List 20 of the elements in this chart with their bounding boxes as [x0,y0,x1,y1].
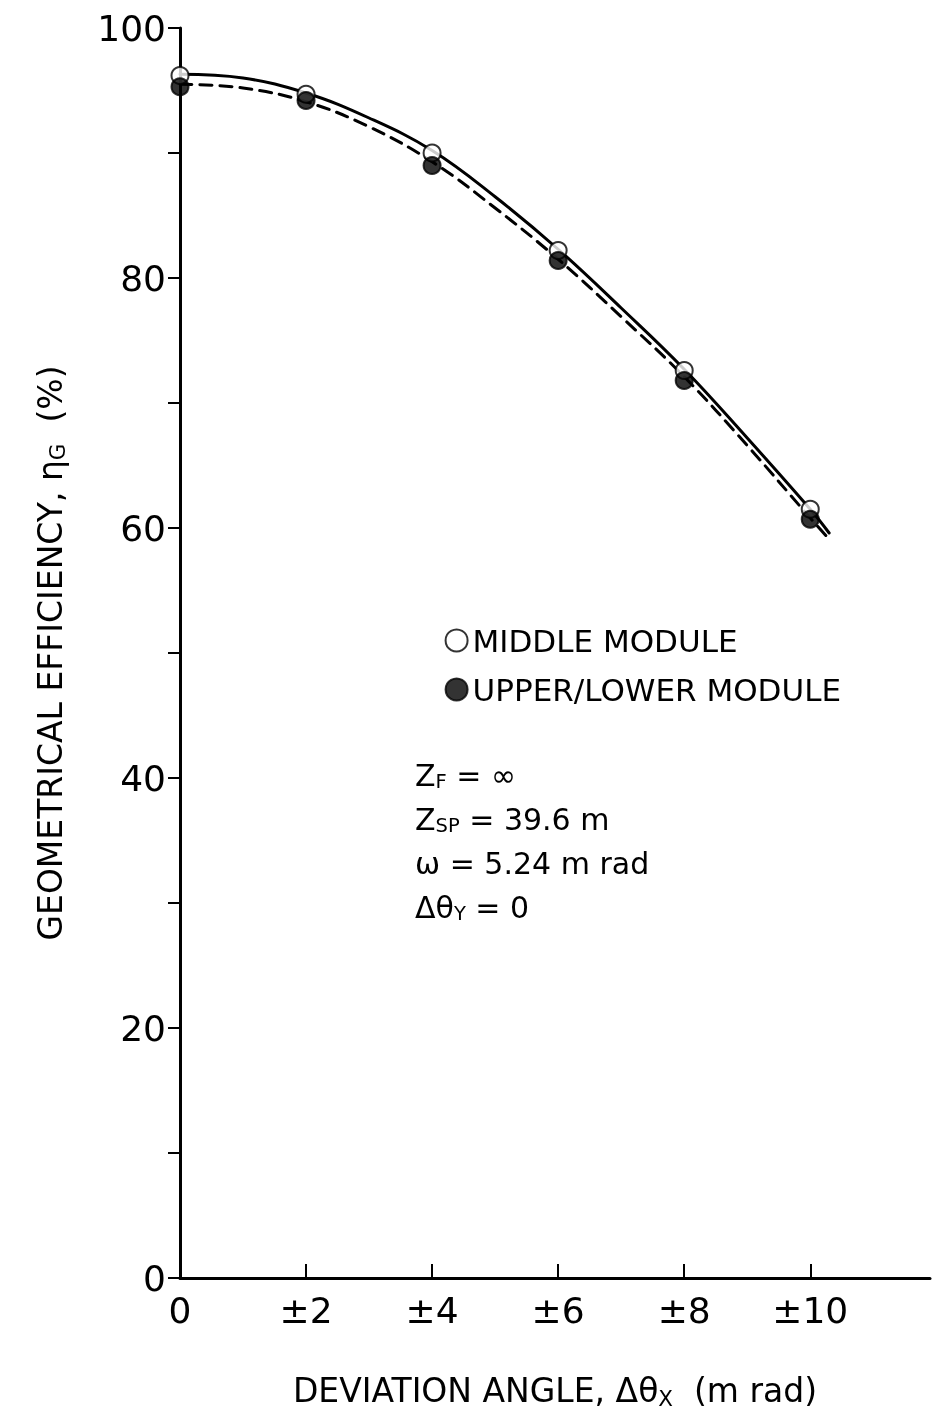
annotation: ω = 5.24 m rad [415,845,650,881]
x-tick-label: ±6 [531,1289,585,1331]
annotation: ZSP = 39.6 m [415,801,610,838]
y-tick-label: 100 [97,7,166,49]
annotation: ΔθY = 0 [415,889,530,926]
x-tick-label: ±2 [279,1289,333,1331]
x-axis-title: DEVIATION ANGLE, ΔθX (m rad) [292,1371,818,1411]
x-tick-label: ±8 [657,1289,711,1331]
legend-label: MIDDLE MODULE [472,622,738,659]
x-tick-label: ±10 [772,1289,849,1331]
y-axis-title: GEOMETRICAL EFFICIENCY, ηG (%) [30,365,70,941]
y-tick-label: 20 [120,1007,166,1049]
y-tick-label: 0 [143,1257,166,1299]
y-tick-label: 60 [120,507,166,549]
y-tick-label: 80 [120,257,166,299]
x-tick-label: 0 [168,1289,192,1331]
y-tick-label: 40 [120,757,166,799]
annotation: ZF = ∞ [415,757,516,794]
legend-label: UPPER/LOWER MODULE [472,671,842,708]
x-tick-label: ±4 [405,1289,459,1331]
